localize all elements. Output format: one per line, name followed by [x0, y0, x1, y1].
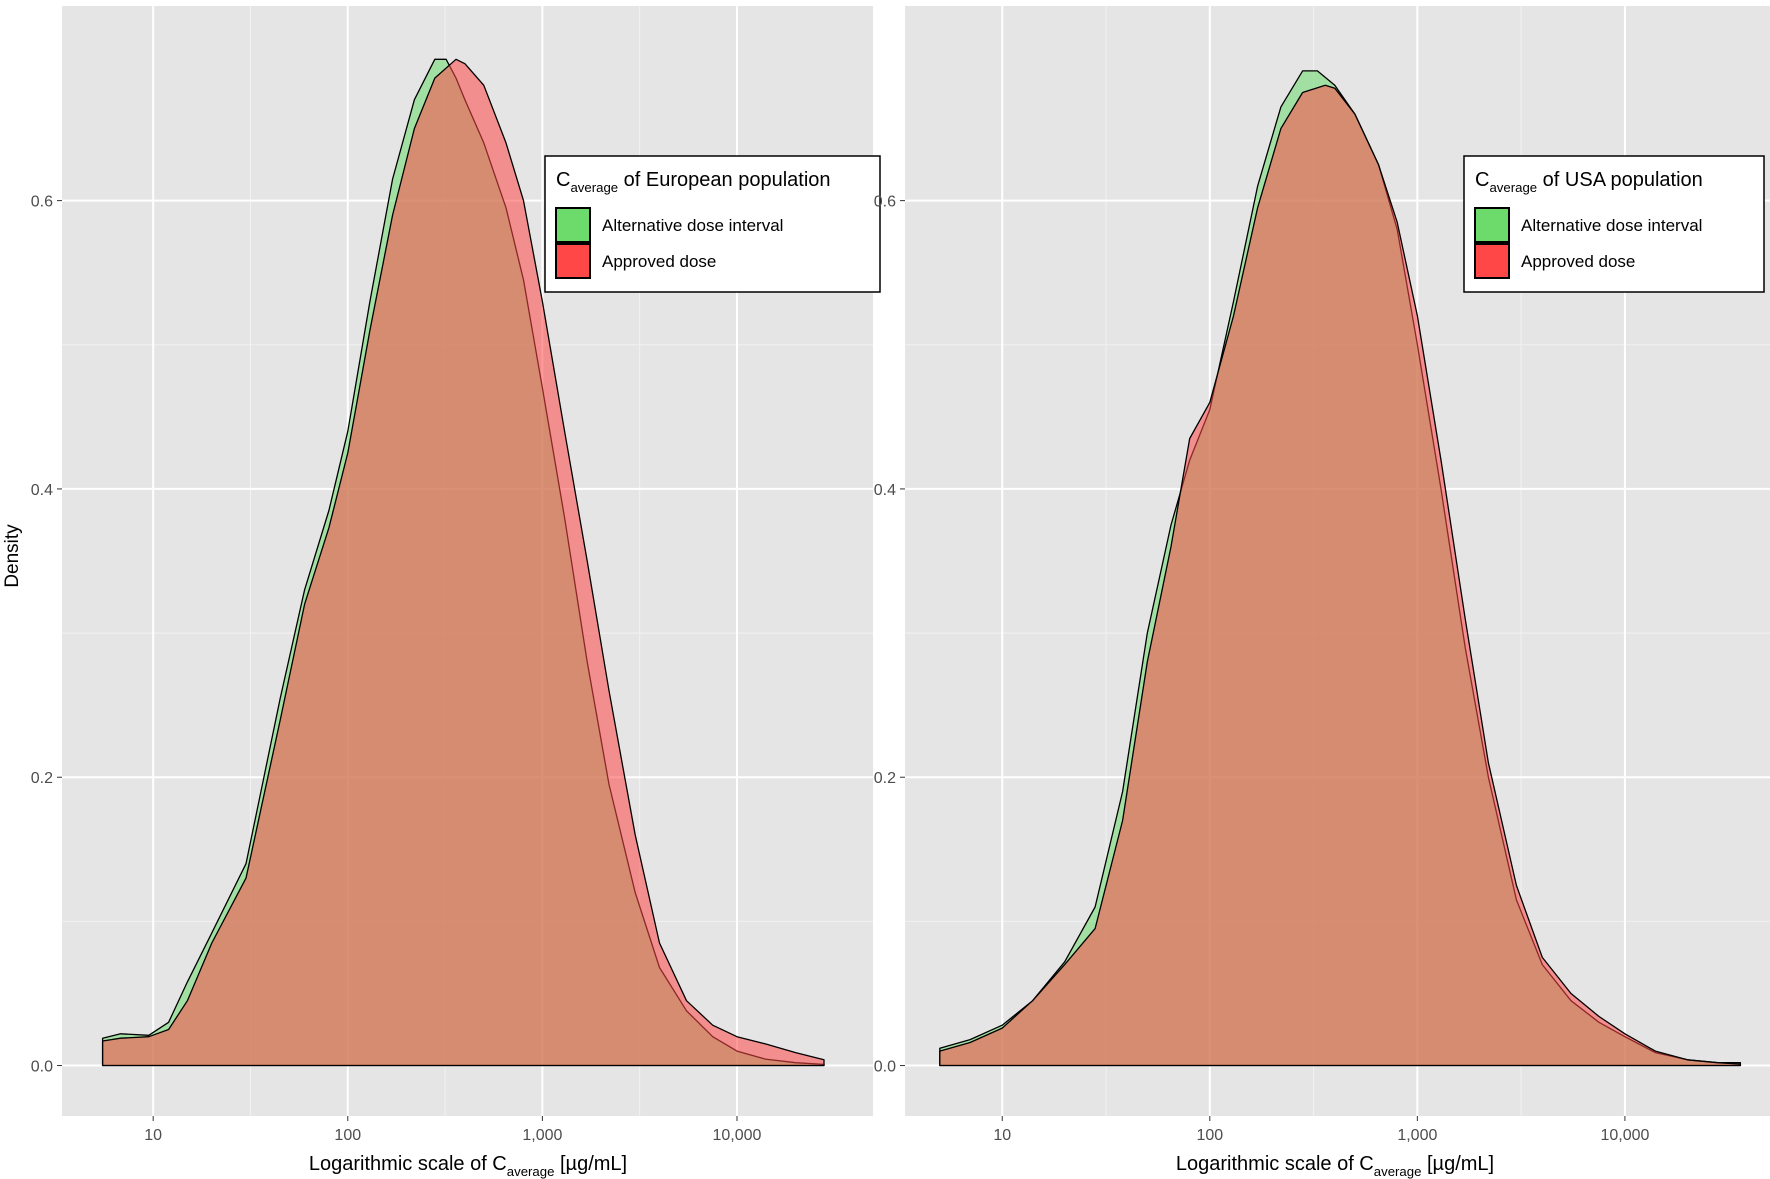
- legend-box: [544, 155, 881, 293]
- y-tick-label: 0.2: [31, 770, 53, 787]
- x-axis-title-subscript: average: [507, 1164, 555, 1179]
- x-tick-label: 100: [1196, 1127, 1223, 1144]
- x-axis-title-subscript: average: [1374, 1164, 1422, 1179]
- legend-title: Caverage of USA population: [1475, 169, 1703, 195]
- legend-key-alternative-dose-interval: [555, 207, 591, 243]
- legend-label: Approved dose: [602, 252, 716, 271]
- x-axis-title-prefix: Logarithmic scale of C: [1176, 1153, 1374, 1175]
- y-tick-label: 0.0: [31, 1059, 53, 1076]
- x-tick-label: 100: [334, 1127, 361, 1144]
- legend-title: Caverage of European population: [556, 169, 831, 195]
- x-tick-label: 10: [144, 1127, 162, 1144]
- x-tick-label: 10,000: [713, 1127, 762, 1144]
- x-tick-label: 10: [993, 1127, 1011, 1144]
- x-axis-title-suffix: [µg/mL]: [554, 1153, 627, 1175]
- y-tick-label: 0.2: [874, 770, 896, 787]
- legend-title-prefix: C: [556, 169, 570, 191]
- x-tick-label: 1,000: [522, 1127, 562, 1144]
- legend-title-subscript: average: [570, 180, 618, 195]
- legend-title-prefix: C: [1475, 169, 1489, 191]
- x-axis-title: Logarithmic scale of Caverage [µg/mL]: [309, 1153, 627, 1179]
- x-tick-label: 1,000: [1397, 1127, 1437, 1144]
- y-tick-label: 0.4: [874, 482, 896, 499]
- legend-key-approved-dose: [1474, 243, 1510, 279]
- y-tick-label: 0.6: [31, 194, 53, 211]
- y-axis-title: Density: [2, 524, 23, 588]
- legend-title-suffix: of European population: [618, 169, 830, 191]
- density-area-approved-dose: [939, 84, 1742, 1067]
- density-area-approved-dose: [101, 58, 825, 1067]
- x-tick-label: 10,000: [1600, 1127, 1649, 1144]
- legend-label: Alternative dose interval: [602, 216, 783, 235]
- y-tick-label: 0.4: [31, 482, 53, 499]
- legend-label: Approved dose: [1521, 252, 1635, 271]
- y-tick-label: 0.0: [874, 1059, 896, 1076]
- x-axis-title: Logarithmic scale of Caverage [µg/mL]: [1176, 1153, 1494, 1179]
- legend-title-suffix: of USA population: [1537, 169, 1703, 191]
- legend: Caverage of USA population Alternative do…: [1463, 155, 1765, 293]
- legend-label: Alternative dose interval: [1521, 216, 1702, 235]
- y-tick-label: 0.6: [874, 194, 896, 211]
- panel-european: 0.0 0.2 0.4 0.6 10 100 1,000 10,000 Logarithmic …: [31, 6, 881, 1179]
- legend: Caverage of European population Alternati…: [544, 155, 881, 293]
- x-axis-title-prefix: Logarithmic scale of C: [309, 1153, 507, 1175]
- legend-title-subscript: average: [1489, 180, 1537, 195]
- legend-box: [1463, 155, 1765, 293]
- panel-usa: 0.0 0.2 0.4 0.6 10 100 1,000 10,000 Logarithmic …: [874, 6, 1770, 1179]
- legend-key-alternative-dose-interval: [1474, 207, 1510, 243]
- legend-key-approved-dose: [555, 243, 591, 279]
- x-axis-title-suffix: [µg/mL]: [1421, 1153, 1494, 1175]
